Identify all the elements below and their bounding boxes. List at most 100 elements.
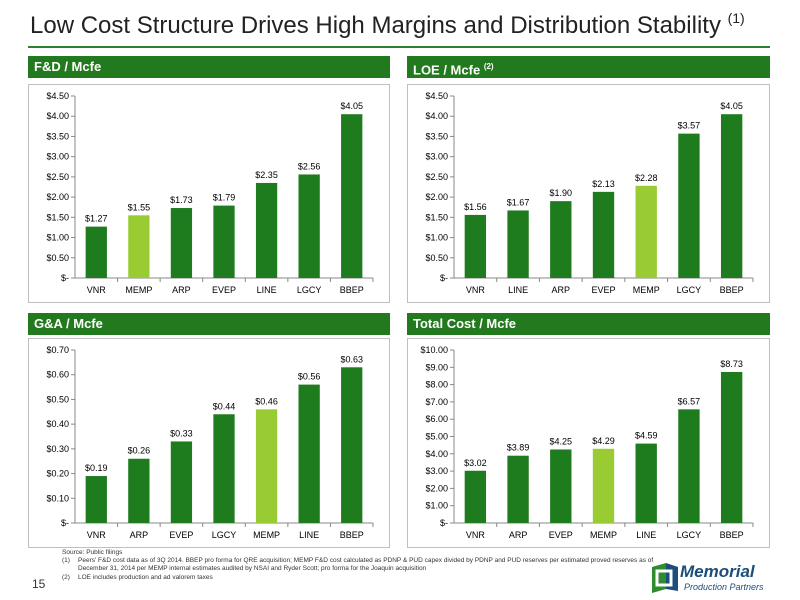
data-label: $0.26 bbox=[128, 446, 151, 456]
bar-evep bbox=[550, 449, 572, 523]
y-tick-label: $0.10 bbox=[46, 493, 69, 503]
x-tick-label: BBEP bbox=[340, 530, 364, 540]
x-tick-label: BBEP bbox=[720, 530, 744, 540]
y-tick-label: $9.00 bbox=[425, 362, 448, 372]
logo-mark-icon bbox=[652, 563, 678, 593]
bar-lgcy bbox=[298, 174, 320, 278]
footnote-source: Source: Public filings bbox=[62, 549, 123, 556]
x-tick-label: EVEP bbox=[212, 285, 236, 295]
y-tick-label: $1.00 bbox=[425, 501, 448, 511]
x-tick-label: VNR bbox=[87, 285, 107, 295]
y-tick-label: $4.00 bbox=[425, 111, 448, 121]
bar-memp bbox=[592, 448, 615, 523]
y-tick-label: $5.00 bbox=[425, 432, 448, 442]
x-tick-label: EVEP bbox=[549, 530, 573, 540]
bar-memp bbox=[635, 185, 657, 278]
data-label: $2.13 bbox=[592, 179, 615, 189]
bar-bbep bbox=[341, 114, 363, 278]
bar-vnr bbox=[464, 470, 487, 523]
x-tick-label: MEMP bbox=[125, 285, 152, 295]
y-tick-label: $3.00 bbox=[46, 152, 69, 162]
y-tick-label: $1.00 bbox=[46, 233, 69, 243]
y-tick-label: $2.50 bbox=[425, 172, 448, 182]
data-label: $0.63 bbox=[340, 354, 363, 364]
x-tick-label: LGCY bbox=[677, 530, 702, 540]
data-label: $1.27 bbox=[85, 214, 108, 224]
bar-arp bbox=[170, 208, 193, 278]
bar-arp bbox=[550, 201, 572, 278]
y-tick-label: $4.00 bbox=[46, 111, 69, 121]
y-tick-label: $4.50 bbox=[46, 91, 69, 101]
data-label: $3.57 bbox=[678, 121, 701, 131]
data-label: $4.05 bbox=[720, 101, 743, 111]
data-label: $2.28 bbox=[635, 173, 658, 183]
y-tick-label: $3.00 bbox=[425, 466, 448, 476]
panel-header-total: Total Cost / Mcfe bbox=[407, 313, 770, 335]
x-tick-label: ARP bbox=[552, 285, 571, 295]
y-tick-label: $0.30 bbox=[46, 444, 69, 454]
data-label: $1.79 bbox=[213, 193, 236, 203]
bar-arp bbox=[507, 455, 529, 523]
panel-header-fd: F&D / Mcfe bbox=[28, 56, 390, 78]
bar-line bbox=[255, 182, 278, 278]
bar-vnr bbox=[85, 476, 107, 523]
y-tick-label: $1.50 bbox=[46, 212, 69, 222]
y-tick-label: $1.50 bbox=[425, 212, 448, 222]
y-tick-label: $- bbox=[440, 273, 448, 283]
y-tick-label: $3.50 bbox=[46, 131, 69, 141]
x-tick-label: LINE bbox=[508, 285, 528, 295]
data-label: $4.05 bbox=[340, 101, 363, 111]
bar-memp bbox=[255, 409, 278, 523]
y-tick-label: $- bbox=[61, 518, 69, 528]
y-tick-label: $10.00 bbox=[420, 345, 448, 355]
data-label: $3.02 bbox=[464, 458, 487, 468]
y-tick-label: $0.50 bbox=[46, 394, 69, 404]
bar-evep bbox=[213, 205, 235, 278]
logo-subtitle: Production Partners bbox=[684, 582, 764, 592]
bar-vnr bbox=[464, 214, 487, 278]
bar-memp bbox=[128, 215, 150, 278]
data-label: $4.29 bbox=[592, 436, 615, 446]
y-tick-label: $0.60 bbox=[46, 370, 69, 380]
x-tick-label: EVEP bbox=[169, 530, 193, 540]
y-tick-label: $2.00 bbox=[425, 192, 448, 202]
y-tick-label: $2.00 bbox=[46, 192, 69, 202]
data-label: $4.25 bbox=[550, 436, 573, 446]
x-tick-label: MEMP bbox=[590, 530, 617, 540]
bar-arp bbox=[128, 458, 150, 523]
data-label: $1.56 bbox=[464, 202, 487, 212]
data-label: $1.73 bbox=[170, 195, 193, 205]
logo-name: Memorial bbox=[680, 562, 755, 581]
bar-lgcy bbox=[678, 409, 700, 523]
panel-header-loe: LOE / Mcfe (2) bbox=[407, 56, 770, 78]
y-tick-label: $8.00 bbox=[425, 380, 448, 390]
x-tick-label: BBEP bbox=[340, 285, 364, 295]
bar-bbep bbox=[720, 371, 743, 523]
data-label: $2.35 bbox=[255, 170, 278, 180]
y-tick-label: $4.50 bbox=[425, 91, 448, 101]
data-label: $0.44 bbox=[213, 401, 236, 411]
bar-line bbox=[635, 443, 657, 523]
x-tick-label: BBEP bbox=[720, 285, 744, 295]
y-tick-label: $4.00 bbox=[425, 449, 448, 459]
data-label: $3.89 bbox=[507, 443, 530, 453]
data-label: $1.67 bbox=[507, 197, 530, 207]
bar-line bbox=[298, 384, 320, 523]
x-tick-label: VNR bbox=[87, 530, 107, 540]
bar-bbep bbox=[720, 114, 743, 278]
y-tick-label: $- bbox=[440, 518, 448, 528]
x-tick-label: LGCY bbox=[677, 285, 702, 295]
footnotes: Source: Public filings (1) Peers' F&D co… bbox=[62, 549, 662, 582]
data-label: $0.46 bbox=[255, 396, 278, 406]
y-tick-label: $3.00 bbox=[425, 152, 448, 162]
bar-vnr bbox=[85, 226, 107, 278]
bar-line bbox=[507, 210, 529, 278]
y-tick-label: $- bbox=[61, 273, 69, 283]
data-label: $0.33 bbox=[170, 428, 193, 438]
bar-lgcy bbox=[213, 414, 235, 523]
x-tick-label: ARP bbox=[130, 530, 149, 540]
x-tick-label: LGCY bbox=[297, 285, 322, 295]
x-tick-label: LINE bbox=[636, 530, 656, 540]
x-tick-label: VNR bbox=[466, 530, 486, 540]
page-number: 15 bbox=[32, 577, 46, 591]
